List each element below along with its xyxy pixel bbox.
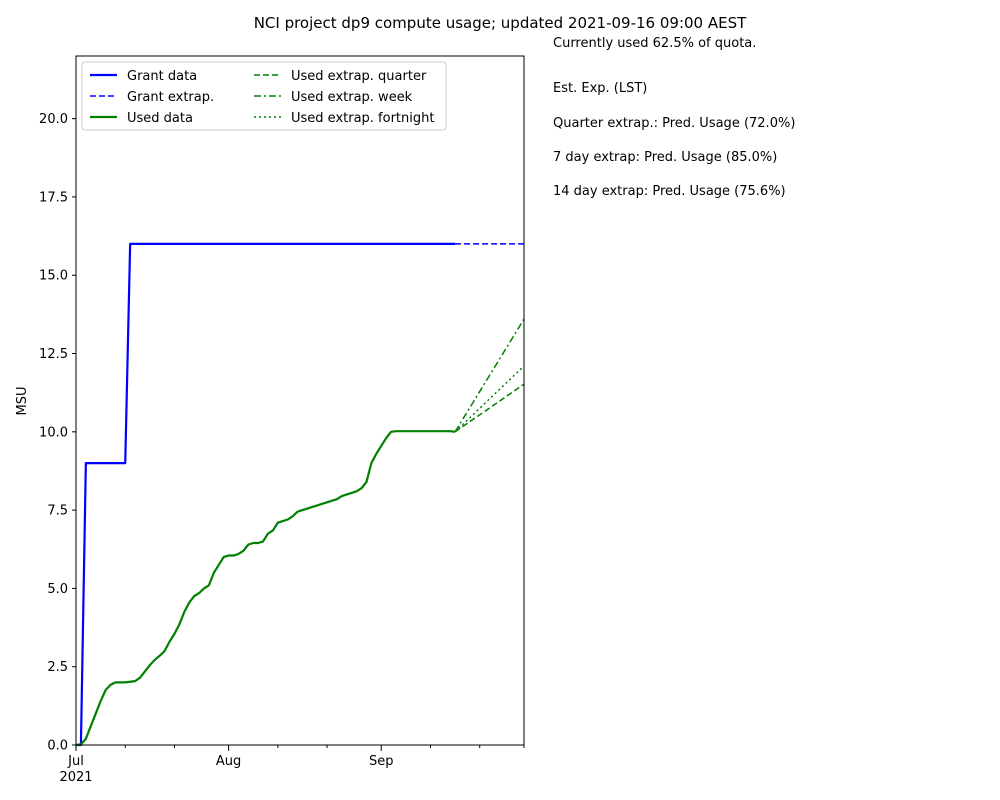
plot-frame	[75, 55, 525, 746]
chart-title: NCI project dp9 compute usage; updated 2…	[254, 14, 747, 32]
legend-label: Used extrap. fortnight	[291, 111, 434, 126]
legend-label: Used data	[127, 111, 193, 126]
y-tick-label: 10.0	[39, 425, 68, 440]
series-line-used-extrap-week	[454, 318, 525, 433]
series-line-used-data	[75, 430, 456, 747]
annotation-est-exp: Est. Exp. (LST)	[553, 81, 648, 96]
legend-label: Used extrap. week	[291, 90, 413, 105]
legend-label: Grant data	[127, 69, 197, 84]
x-tick-label: Aug	[216, 754, 241, 769]
series-line-used-extrap-quarter	[454, 383, 525, 433]
annotation-week-extrap: 7 day extrap: Pred. Usage (85.0%)	[553, 150, 778, 165]
y-tick-label: 0.0	[47, 739, 68, 754]
y-tick-label: 2.5	[47, 660, 68, 675]
x-tick-sublabel: 2021	[59, 770, 92, 785]
y-tick-label: 7.5	[47, 504, 68, 519]
annotation-current-usage: Currently used 62.5% of quota.	[553, 36, 757, 51]
x-tick-label: Sep	[369, 754, 394, 769]
y-tick-label: 15.0	[39, 269, 68, 284]
y-tick-label: 5.0	[47, 582, 68, 597]
y-axis-label: MSU	[15, 387, 30, 416]
series-line-used-extrap-fortnight	[454, 365, 525, 433]
annotation-quarter-extrap: Quarter extrap.: Pred. Usage (72.0%)	[553, 116, 796, 131]
y-tick-label: 17.5	[39, 190, 68, 205]
y-tick-label: 12.5	[39, 347, 68, 362]
legend-label: Grant extrap.	[127, 90, 214, 105]
series-line-grant-data	[76, 242, 456, 747]
annotation-fortnight-extrap: 14 day extrap: Pred. Usage (75.6%)	[553, 184, 786, 199]
y-tick-label: 20.0	[39, 112, 68, 127]
legend-label: Used extrap. quarter	[291, 69, 427, 84]
x-tick-label: Jul	[67, 754, 84, 769]
